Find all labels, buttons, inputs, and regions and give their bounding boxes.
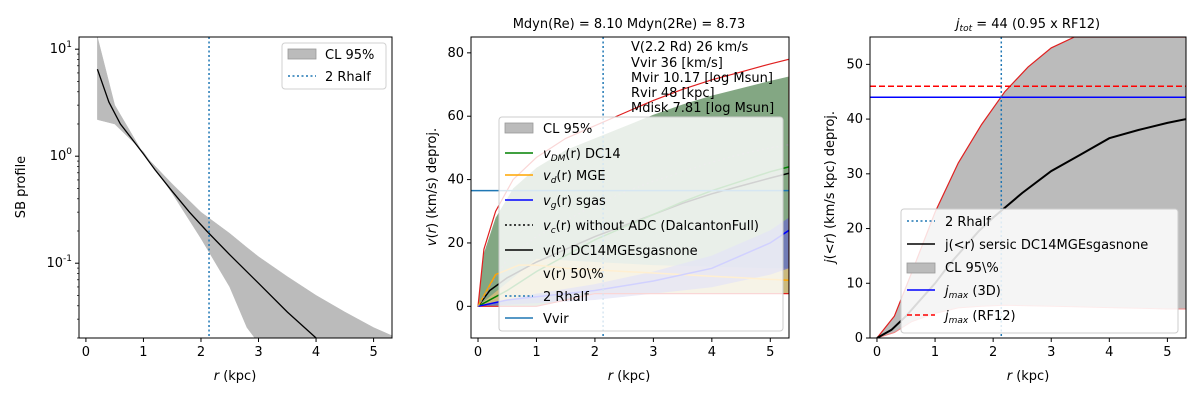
y-tick-label: 10-1 — [46, 254, 72, 271]
x-tick-label: 3 — [254, 345, 262, 360]
x-tick-label: 3 — [649, 345, 657, 360]
y-axis-label: j(<r) (km/s kpc) deproj. — [823, 111, 838, 265]
legend-label: jmax (RF12) — [943, 309, 1016, 326]
legend-label: 2 Rhalf — [543, 290, 589, 305]
legend-swatch — [504, 122, 534, 134]
legend-label: vDM(r) DC14 — [543, 147, 621, 164]
y-tick-label: 40 — [447, 173, 464, 188]
x-tick-label: 5 — [1163, 345, 1171, 360]
legend: CL 95% vDM(r) DC14 vd(r) MGE vg(r) sgas … — [498, 116, 784, 332]
legend-label: vg(r) sgas — [543, 194, 606, 211]
x-tick-label: 3 — [1047, 345, 1055, 360]
x-axis-label: r (kpc) — [214, 369, 257, 384]
x-axis-label: r (kpc) — [1007, 369, 1050, 384]
confidence-band — [97, 37, 392, 338]
legend-label: 2 Rhalf — [945, 215, 991, 230]
x-tick-label: 1 — [532, 345, 540, 360]
y-tick-label: 80 — [447, 46, 464, 61]
annotation-mvir: Mvir 10.17 [log Msun] — [631, 71, 773, 86]
x-tick-label: 0 — [873, 345, 881, 360]
y-tick-label: 10 — [846, 276, 863, 291]
x-tick-label: 5 — [369, 345, 377, 360]
y-tick-label: 20 — [447, 236, 464, 251]
legend-label: Vvir — [543, 312, 569, 327]
series-line-profile — [96, 68, 317, 338]
legend-label: v(r) DC14MGEsgasnone — [543, 244, 698, 259]
x-tick-label: 2 — [989, 345, 997, 360]
x-tick-label: 4 — [1105, 345, 1113, 360]
legend-label: v(r) 50\% — [543, 267, 604, 282]
legend: CL 95% 2 Rhalf — [281, 42, 387, 90]
x-tick-label: 1 — [139, 345, 147, 360]
legend-swatch — [906, 262, 936, 274]
legend: 2 Rhalf j(<r) sersic DC14MGEsgasnone CL … — [900, 208, 1179, 334]
x-tick-label: 4 — [708, 345, 716, 360]
x-tick-label: 0 — [474, 345, 482, 360]
axes-frame — [470, 36, 790, 339]
legend-swatch-cl95 — [287, 48, 317, 60]
x-tick-label: 0 — [82, 345, 90, 360]
x-axis-label: r (kpc) — [608, 369, 651, 384]
chart-title: Mdyn(Re) = 8.10 Mdyn(2Re) = 8.73 — [513, 17, 746, 32]
legend-label-cl95: CL 95% — [325, 48, 374, 63]
axes-frame — [869, 36, 1187, 339]
y-tick-label: 30 — [846, 167, 863, 182]
y-tick-label: 20 — [846, 222, 863, 237]
x-tick-label: 4 — [312, 345, 320, 360]
panel-velocity: 0 1 2 3 4 5 0 20 40 60 80 Mdyn(Re) = 8.10 Mdyn(2R… — [425, 17, 790, 384]
y-axis-label: v(r) (km/s) deproj. — [425, 128, 440, 246]
annotation-mdisk: Mdisk 7.81 [log Msun] — [631, 101, 774, 116]
annotation-vvir: Vvir 36 [km/s] — [631, 56, 723, 71]
y-tick-label: 100 — [50, 147, 73, 164]
y-tick-label: 40 — [846, 112, 863, 127]
y-tick-label: 60 — [447, 109, 464, 124]
x-tick-label: 2 — [591, 345, 599, 360]
legend-label-2rhalf: 2 Rhalf — [325, 70, 371, 85]
legend-label: CL 95\% — [945, 261, 999, 276]
legend-label: vc(r) without ADC (DalcantonFull) — [543, 219, 759, 236]
y-axis-label: SB profile — [14, 156, 29, 218]
legend-label: jmax (3D) — [943, 284, 1001, 301]
axes-frame — [78, 36, 393, 339]
x-tick-label: 5 — [766, 345, 774, 360]
y-tick-label: 50 — [846, 57, 863, 72]
legend-label: vd(r) MGE — [543, 169, 606, 186]
panel-sb-profile: 0 1 2 3 4 5 10-1 100 101 r (kpc) SB profile CL … — [14, 36, 393, 384]
annotation-rvir: Rvir 48 [kpc] — [631, 86, 715, 101]
y-tick-label: 0 — [855, 331, 863, 346]
legend-label: CL 95% — [543, 122, 592, 137]
annotation-block: V(2.2 Rd) 26 km/s Vvir 36 [km/s] Mvir 10… — [631, 40, 774, 116]
y-tick-label: 101 — [50, 40, 72, 57]
chart-title: jtot = 44 (0.95 x RF12) — [954, 17, 1100, 34]
x-tick-label: 2 — [197, 345, 205, 360]
annotation-vd: V(2.2 Rd) 26 km/s — [631, 40, 749, 55]
y-tick-label: 0 — [456, 299, 464, 314]
legend-label: j(<r) sersic DC14MGEsgasnone — [944, 238, 1148, 253]
x-tick-label: 1 — [931, 345, 939, 360]
panel-angular-momentum: 0 1 2 3 4 5 0 10 20 30 40 50 jtot = 44 (0.95 x RF1… — [823, 17, 1187, 384]
